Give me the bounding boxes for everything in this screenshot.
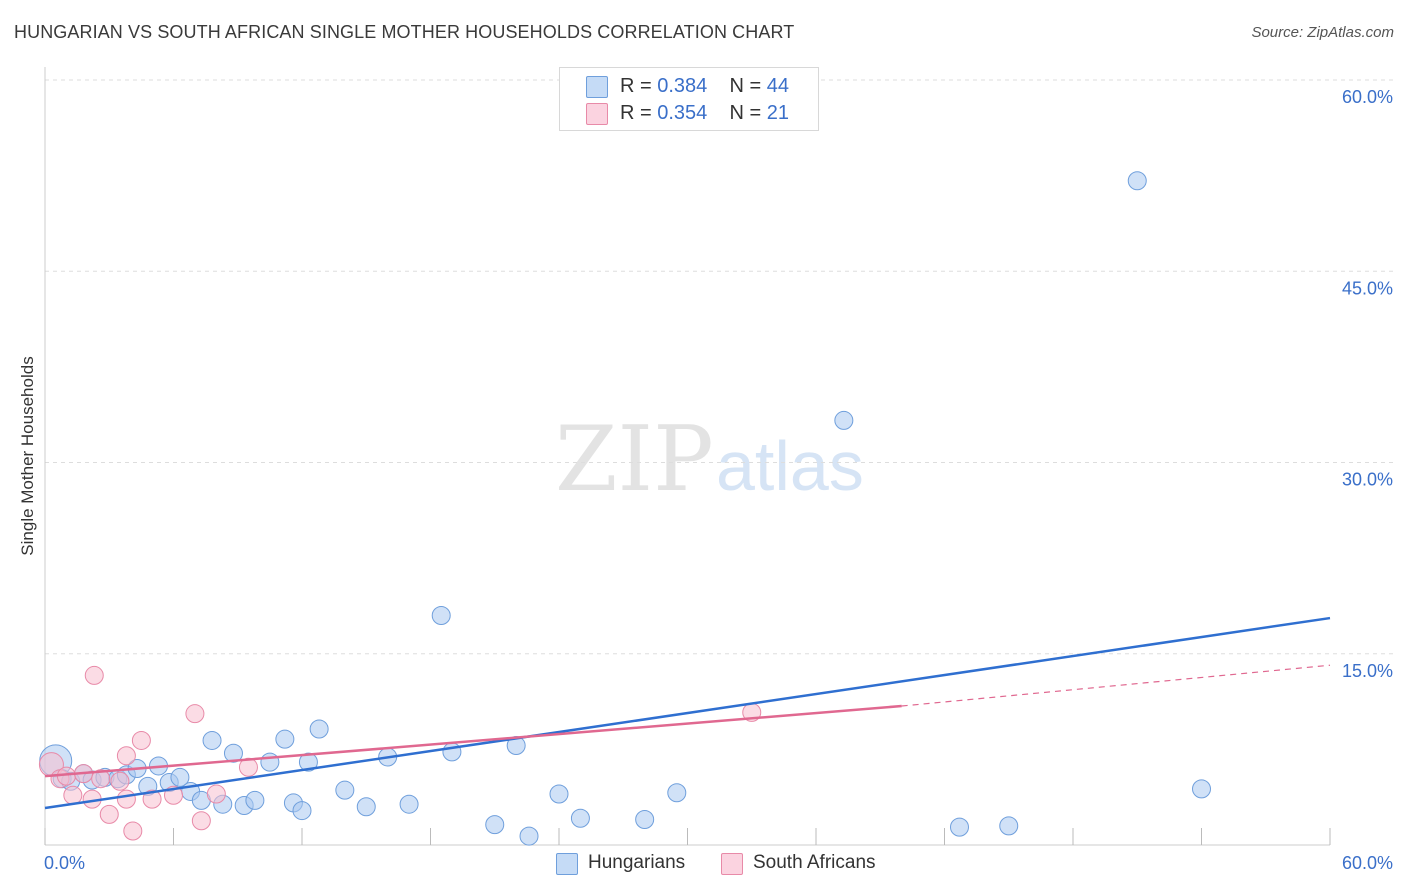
data-point	[238, 757, 258, 777]
data-point	[335, 780, 355, 800]
legend-label-south-africans: South Africans	[753, 852, 876, 873]
data-point	[245, 790, 265, 810]
data-point	[485, 815, 505, 835]
x-tick-label: 0.0%	[44, 853, 85, 873]
legend-text-hungarians: R = 0.384 N = 44	[620, 75, 789, 98]
data-point	[202, 730, 222, 750]
data-point	[170, 767, 190, 787]
trendline	[901, 664, 1331, 707]
data-point	[123, 821, 143, 841]
data-point	[1127, 171, 1147, 191]
legend-r-value: 0.354	[657, 102, 708, 124]
data-point	[399, 794, 419, 814]
legend-swatch-pink	[721, 853, 743, 875]
data-point	[309, 719, 329, 739]
data-point	[131, 730, 151, 750]
data-point	[298, 752, 318, 772]
y-tick-label: 60.0%	[1342, 87, 1393, 107]
legend-swatch-blue	[586, 76, 608, 98]
data-point	[519, 826, 539, 846]
legend-n-value: 44	[766, 75, 790, 97]
data-point	[275, 729, 295, 749]
legend-label-hungarians: Hungarians	[588, 852, 686, 873]
x-tick-label: 60.0%	[1342, 853, 1393, 873]
data-point	[667, 783, 687, 803]
data-point	[999, 816, 1019, 836]
chart-title: HUNGARIAN VS SOUTH AFRICAN SINGLE MOTHER…	[14, 22, 795, 42]
data-point	[142, 789, 162, 809]
y-tick-label: 30.0%	[1342, 470, 1393, 490]
data-point	[356, 797, 376, 817]
legend-r-label: R =	[620, 75, 658, 97]
data-point	[1192, 779, 1211, 799]
data-point	[292, 801, 312, 821]
watermark-atlas: atlas	[716, 427, 864, 505]
legend-text-south-africans: R = 0.354 N = 21	[620, 102, 789, 125]
correlation-legend: R = 0.384 N = 44 R = 0.354 N = 21	[559, 67, 819, 131]
data-point	[84, 665, 104, 685]
data-point	[949, 817, 969, 837]
source-label: Source: ZipAtlas.com	[1251, 24, 1394, 41]
legend-swatch-blue	[556, 853, 578, 875]
trendline	[44, 704, 902, 778]
data-point	[223, 743, 243, 763]
data-point	[116, 746, 136, 766]
data-point	[635, 810, 655, 829]
data-point	[431, 606, 451, 625]
data-point	[549, 784, 569, 804]
data-point	[260, 752, 280, 772]
data-point	[570, 808, 590, 828]
data-point	[191, 811, 211, 831]
legend-n-value: 21	[766, 102, 790, 124]
data-point	[91, 769, 111, 789]
data-point	[99, 804, 119, 824]
data-point	[834, 410, 854, 430]
legend-swatch-pink	[586, 103, 608, 125]
watermark-zip: ZIP	[555, 407, 714, 512]
data-point	[63, 785, 83, 805]
data-point	[206, 784, 226, 804]
data-point	[442, 742, 462, 762]
data-point	[185, 704, 205, 724]
legend-n-label: N =	[729, 102, 767, 124]
data-point	[110, 771, 130, 791]
y-tick-label: 15.0%	[1342, 661, 1393, 681]
legend-r-value: 0.384	[657, 75, 708, 97]
legend-r-label: R =	[620, 102, 658, 124]
y-tick-label: 45.0%	[1342, 278, 1393, 298]
data-point	[116, 789, 136, 809]
legend-n-label: N =	[729, 75, 767, 97]
trendline	[44, 616, 1331, 810]
